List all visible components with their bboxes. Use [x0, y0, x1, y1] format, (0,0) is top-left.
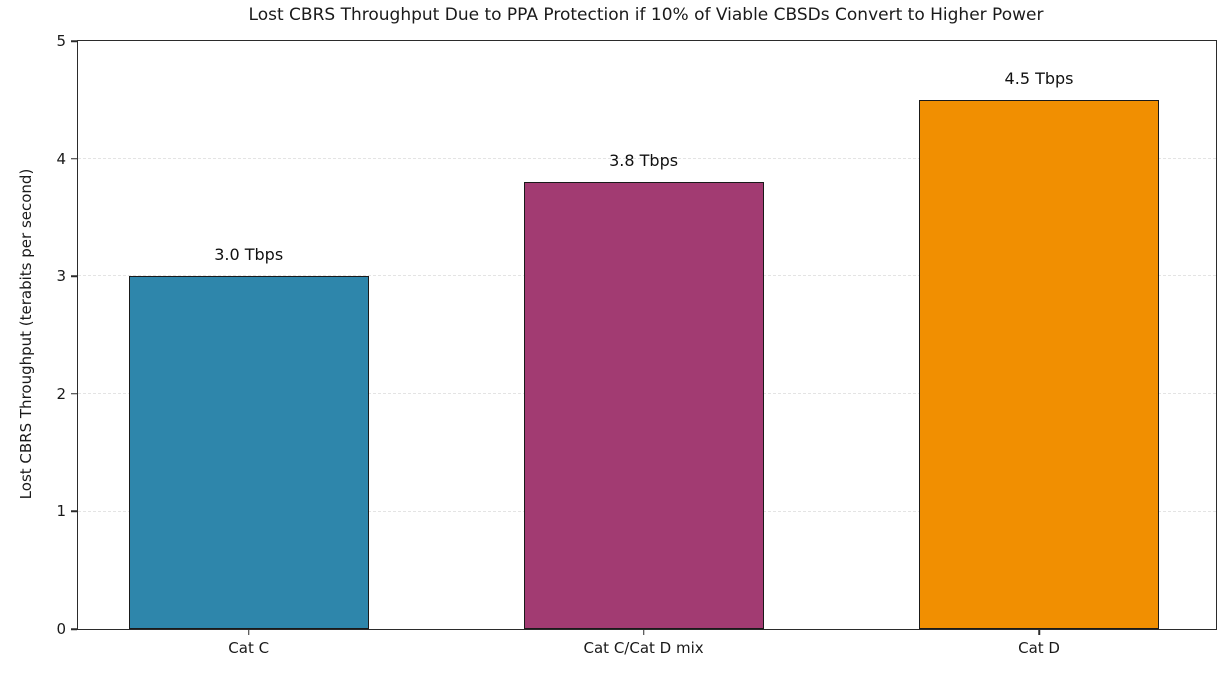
y-tick-mark [71, 275, 77, 277]
y-tick-mark [71, 393, 77, 395]
y-tick-label: 5 [56, 32, 66, 50]
y-tick-mark [71, 510, 77, 513]
y-tick-label: 1 [56, 502, 66, 521]
bar-value-label: 3.8 Tbps [609, 151, 679, 171]
x-tick-mark [247, 629, 250, 635]
x-tick-label: Cat D [1018, 639, 1060, 657]
x-tick-mark [642, 629, 645, 635]
x-tick-label: Cat C [228, 639, 270, 657]
bar [918, 99, 1160, 629]
y-tick-mark [71, 628, 77, 630]
plot-area: 0 1 2 3 4 5 3.0 Tbps Cat C 3.8 Tbps Cat C/Cat D m… [56, 32, 1217, 657]
bar [523, 182, 764, 629]
chart-title: Lost CBRS Throughput Due to PPA Protecti… [248, 5, 1044, 25]
y-tick-label: 0 [56, 620, 66, 638]
x-tick-mark [1038, 629, 1040, 635]
bar-value-label: 4.5 Tbps [1004, 68, 1074, 88]
y-tick-mark [71, 157, 77, 160]
y-tick-label: 2 [56, 384, 66, 403]
x-tick-label: Cat C/Cat D mix [583, 639, 704, 657]
y-tick-label: 3 [56, 267, 66, 286]
y-tick-mark [71, 40, 77, 42]
y-axis-label: Lost CBRS Throughput (terabits per secon… [17, 168, 35, 500]
bar-value-label: 3.0 Tbps [214, 245, 284, 265]
y-tick-label: 4 [56, 149, 66, 168]
bar [128, 276, 369, 629]
gridline [78, 157, 1216, 159]
